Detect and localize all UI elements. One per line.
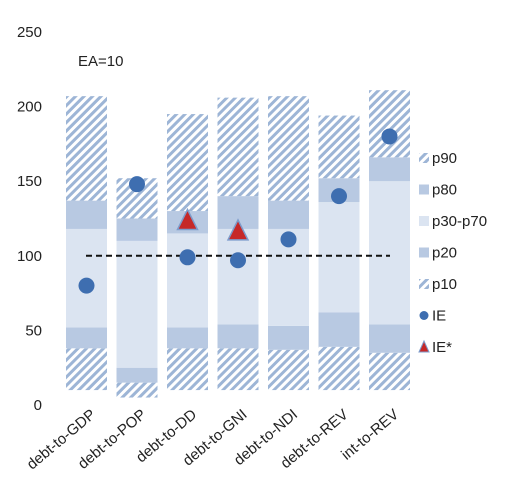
legend-swatch [419, 247, 429, 258]
band-p20-debt-to-POP [116, 367, 158, 383]
legend-swatch [418, 339, 430, 353]
legend-swatch [419, 184, 429, 195]
ie-marker-debt-to-REV [331, 188, 347, 205]
band-p90-int-to-REV [369, 90, 410, 158]
band-p10-debt-to-DD [167, 348, 208, 391]
ie-marker-debt-to-GDP [78, 277, 95, 294]
legend-swatch [419, 311, 429, 320]
y-tick-label: 250 [17, 24, 42, 41]
legend-label: IE* [432, 339, 452, 356]
legend-item-p80: p80 [419, 182, 457, 199]
band-p10-debt-to-REV [318, 346, 360, 391]
ie-marker-int-to-REV [381, 128, 398, 145]
legend-item-p30-p70: p30-p70 [419, 213, 487, 230]
y-axis: 0 50 100 150 200 250 [17, 24, 42, 414]
y-tick-label: 50 [25, 322, 42, 339]
band-p30-p70-int-to-REV [369, 181, 410, 325]
ie-marker-debt-to-DD [179, 249, 196, 266]
band-p10-debt-to-GDP [66, 348, 107, 391]
band-p10-debt-to-NDI [268, 349, 309, 391]
legend-label: p80 [432, 182, 457, 199]
y-tick-label: 100 [17, 248, 42, 265]
band-p10-debt-to-POP [116, 382, 158, 398]
ie-star-marker-debt-to-GNI [226, 218, 250, 241]
band-p90-debt-to-GNI [217, 97, 259, 197]
y-tick-label: 200 [17, 99, 42, 116]
band-p20-debt-to-DD [167, 327, 208, 349]
x-axis: debt-to-GDPdebt-to-POPdebt-to-DDdebt-to-… [24, 406, 402, 473]
band-p20-debt-to-GNI [217, 324, 259, 349]
band-p80-debt-to-GDP [66, 200, 107, 229]
markers [78, 128, 398, 294]
chart-annotation: EA=10 [78, 53, 123, 70]
band-p20-debt-to-REV [318, 312, 360, 347]
legend-label: p10 [432, 276, 457, 293]
band-p10-debt-to-GNI [217, 348, 259, 391]
legend-item-IE*: IE* [418, 339, 452, 356]
legend-item-p10: p10 [419, 276, 457, 293]
legend-item-p20: p20 [419, 245, 457, 262]
legend-swatch [419, 216, 429, 226]
band-p30-p70-debt-to-DD [167, 233, 208, 328]
band-p30-p70-debt-to-GNI [217, 228, 259, 325]
ie-marker-debt-to-NDI [280, 231, 297, 248]
legend-swatch [419, 279, 429, 289]
band-p80-int-to-REV [369, 157, 410, 182]
ie-marker-debt-to-POP [129, 176, 145, 193]
legend-swatch [419, 153, 429, 163]
band-p20-int-to-REV [369, 324, 410, 353]
y-tick-label: 150 [17, 173, 42, 190]
band-p30-p70-debt-to-POP [116, 240, 158, 368]
ie-star-marker-debt-to-DD [176, 207, 199, 231]
y-tick-label: 0 [34, 397, 42, 414]
band-p90-debt-to-REV [318, 115, 360, 179]
band-p80-debt-to-POP [116, 218, 158, 241]
band-p90-debt-to-GDP [66, 96, 107, 201]
legend-label: IE [432, 308, 446, 325]
band-p20-debt-to-GDP [66, 327, 107, 349]
band-p30-p70-debt-to-REV [318, 202, 360, 313]
legend-item-IE: IE [419, 308, 446, 325]
legend-item-p90: p90 [419, 150, 457, 167]
legend-label: p20 [432, 245, 457, 262]
band-p90-debt-to-NDI [268, 96, 309, 201]
ie-marker-debt-to-GNI [230, 252, 246, 269]
band-p90-debt-to-DD [167, 114, 208, 212]
legend: p90 p80 p30-p70 p20 p10 IE IE* [418, 150, 487, 356]
band-p10-int-to-REV [369, 352, 410, 391]
percentile-bars [66, 90, 410, 398]
legend-label: p90 [432, 150, 457, 167]
band-p80-debt-to-NDI [268, 200, 309, 229]
band-p20-debt-to-NDI [268, 325, 309, 350]
legend-label: p30-p70 [432, 213, 487, 230]
